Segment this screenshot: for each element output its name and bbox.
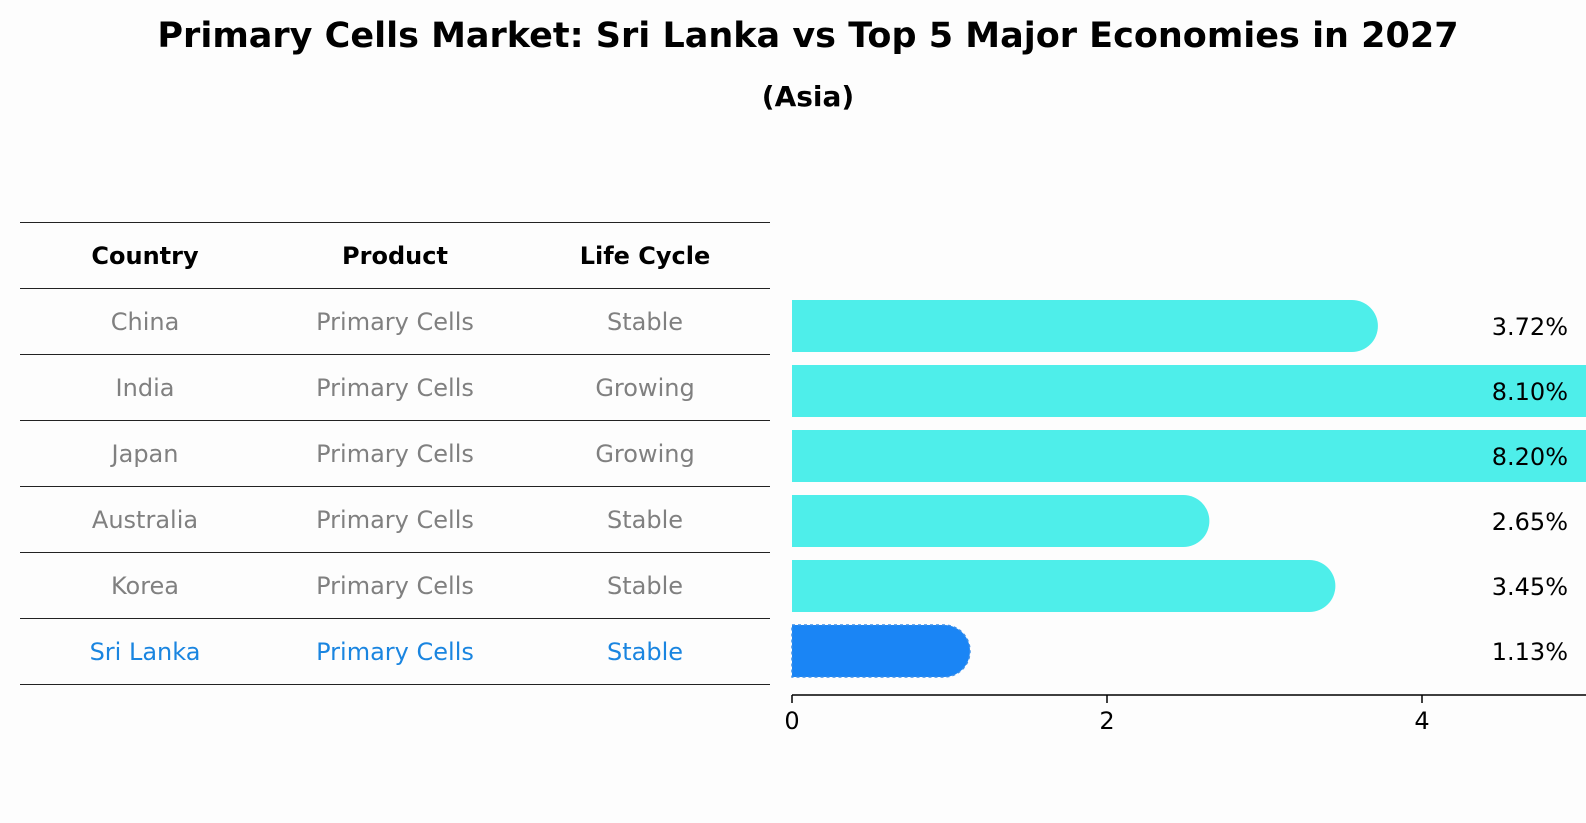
bar-value-label: 8.10% [1492,378,1568,406]
bar-value-label: 3.72% [1492,313,1568,341]
bar-japan [792,430,1586,482]
table-row: China Primary Cells Stable [20,288,770,355]
chart-subtitle: (Asia) [761,80,855,113]
life-cycle-cell: Stable [520,618,770,685]
table-row-highlight: Sri Lanka Primary Cells Stable [20,618,770,685]
country-cell: Japan [20,420,270,487]
bar-value-label: 1.13% [1492,638,1568,666]
header-country: Country [20,222,270,289]
x-tick-label: 0 [784,707,799,735]
bar-value-label: 3.45% [1492,573,1568,601]
country-cell: Korea [20,552,270,619]
product-cell: Primary Cells [270,288,520,355]
table-row: India Primary Cells Growing [20,354,770,421]
life-cycle-cell: Stable [520,552,770,619]
bar-australia [792,495,1210,547]
table-row: Korea Primary Cells Stable [20,552,770,619]
header-product: Product [270,222,520,289]
market-table: Country Product Life Cycle China Primary… [20,222,770,685]
product-cell: Primary Cells [270,552,520,619]
x-tick-label: 4 [1414,707,1429,735]
product-cell: Primary Cells [270,354,520,421]
header-life-cycle: Life Cycle [520,222,770,289]
country-cell: China [20,288,270,355]
chart-title: Primary Cells Market: Sri Lanka vs Top 5… [157,16,1459,56]
country-cell: Sri Lanka [20,618,270,685]
bar-korea [792,560,1336,612]
life-cycle-cell: Growing [520,420,770,487]
product-cell: Primary Cells [270,618,520,685]
bar-sri-lanka [791,624,971,678]
life-cycle-cell: Stable [520,486,770,553]
table-row: Australia Primary Cells Stable [20,486,770,553]
table-header-row: Country Product Life Cycle [20,222,770,289]
table-row: Japan Primary Cells Growing [20,420,770,487]
bar-value-label: 8.20% [1492,443,1568,471]
bar-india [792,365,1586,417]
bar-value-label: 2.65% [1492,508,1568,536]
product-cell: Primary Cells [270,486,520,553]
product-cell: Primary Cells [270,420,520,487]
life-cycle-cell: Stable [520,288,770,355]
bar-china [792,300,1378,352]
country-cell: Australia [20,486,270,553]
country-cell: India [20,354,270,421]
x-tick-label: 2 [1099,707,1114,735]
